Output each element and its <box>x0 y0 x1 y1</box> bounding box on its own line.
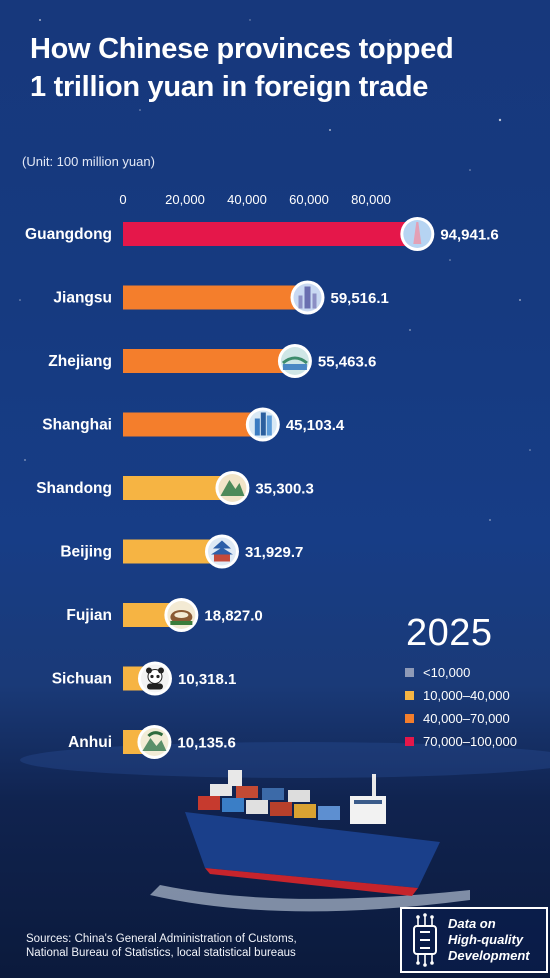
west-lake-bridge-icon <box>280 347 309 375</box>
x-tick-label: 80,000 <box>351 192 391 207</box>
badge-line-2: High-quality <box>448 932 524 947</box>
badge-line-1: Data on <box>448 916 496 931</box>
legend-item: 10,000–40,000 <box>405 684 545 707</box>
bar <box>123 412 263 437</box>
panda-icon <box>140 664 169 693</box>
badge-line-3: Development <box>448 948 530 963</box>
container <box>198 796 220 810</box>
circuit-chip-icon <box>413 913 437 967</box>
value-label: 45,103.4 <box>286 417 345 434</box>
value-label: 94,941.6 <box>440 227 498 244</box>
legend-label: <10,000 <box>423 665 471 680</box>
legend-swatch <box>405 668 414 677</box>
canton-tower-icon <box>403 220 432 248</box>
legend-year: 2025 <box>406 612 493 654</box>
value-label: 35,300.3 <box>255 481 313 498</box>
x-tick-label: 0 <box>119 192 126 207</box>
category-label: Guangdong <box>25 226 112 243</box>
container <box>246 800 268 814</box>
sources-line-1: Sources: China's General Administration … <box>26 933 297 945</box>
container <box>262 788 284 800</box>
ship-mast <box>372 774 376 796</box>
bar-chart: 0 20,000 40,000 60,000 80,000 Guangdong 94,941… <box>25 192 498 756</box>
data-badge: Data on High-quality Development <box>400 907 548 973</box>
legend-item: <10,000 <box>405 661 545 684</box>
container <box>294 804 316 818</box>
x-tick-label: 20,000 <box>165 192 205 207</box>
ship-hull <box>185 812 440 888</box>
ship-crane <box>228 770 242 786</box>
bar <box>123 285 308 310</box>
category-label: Fujian <box>66 607 112 624</box>
legend-label: 10,000–40,000 <box>423 688 510 703</box>
container <box>210 784 232 796</box>
container <box>236 786 258 798</box>
category-label: Sichuan <box>52 671 112 688</box>
sources-line-2: National Bureau of Statistics, local sta… <box>26 947 296 959</box>
legend-label: 70,000–100,000 <box>423 734 517 749</box>
legend-swatch <box>405 737 414 746</box>
unit-label: (Unit: 100 million yuan) <box>22 154 155 169</box>
jiangsu-tower-icon <box>293 283 322 312</box>
bar <box>123 222 418 246</box>
category-label: Jiangsu <box>53 290 112 307</box>
legend-swatch <box>405 691 414 700</box>
category-label: Shanghai <box>42 417 112 434</box>
sources-note: Sources: China's General Administration … <box>26 932 386 960</box>
x-tick-label: 40,000 <box>227 192 267 207</box>
value-label: 59,516.1 <box>330 290 388 307</box>
category-label: Shandong <box>36 480 112 497</box>
legend-item: 40,000–70,000 <box>405 707 545 730</box>
chart-title: How Chinese provinces topped 1 trillion … <box>30 30 530 106</box>
tulou-icon <box>167 601 196 629</box>
temple-of-heaven-icon <box>207 537 236 566</box>
category-label: Anhui <box>68 734 112 751</box>
container <box>222 798 244 812</box>
value-label: 31,929.7 <box>245 544 303 561</box>
bar <box>123 476 233 500</box>
value-label: 10,135.6 <box>177 735 235 752</box>
value-label: 10,318.1 <box>178 671 236 688</box>
x-tick-label: 60,000 <box>289 192 329 207</box>
container <box>270 802 292 816</box>
ship-hull-stripe <box>205 868 418 896</box>
badge-text: Data on High-quality Development <box>448 916 530 964</box>
bar <box>123 349 295 373</box>
category-label: Zhejiang <box>48 353 112 370</box>
category-label: Beijing <box>60 544 112 561</box>
value-label: 55,463.6 <box>318 354 376 371</box>
title-line-1: How Chinese provinces topped <box>30 33 454 65</box>
legend: <10,000 10,000–40,000 40,000–70,000 70,000–… <box>405 661 545 753</box>
huangshan-pine-icon <box>140 728 169 756</box>
bridge-windows <box>354 800 382 804</box>
ship-wake <box>150 885 470 912</box>
legend-item: 70,000–100,000 <box>405 730 545 753</box>
container <box>318 806 340 820</box>
mount-tai-icon <box>218 474 247 502</box>
title-line-2: 1 trillion yuan in foreign trade <box>30 71 429 103</box>
cargo-ship-illustration <box>150 770 470 912</box>
container <box>288 790 310 802</box>
shanghai-skyline-icon <box>248 410 277 439</box>
value-label: 18,827.0 <box>204 608 262 625</box>
legend-swatch <box>405 714 414 723</box>
legend-label: 40,000–70,000 <box>423 711 510 726</box>
